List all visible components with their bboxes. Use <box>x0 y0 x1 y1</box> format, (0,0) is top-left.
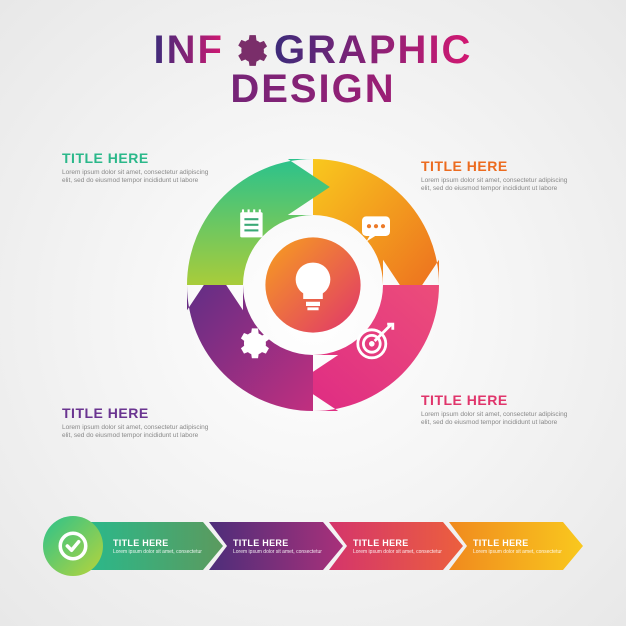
callout-title: TITLE HERE <box>62 150 212 166</box>
title-word-1: INF <box>154 28 224 73</box>
callout-bottom-left: TITLE HERE Lorem ipsum dolor sit amet, c… <box>62 405 212 441</box>
callout-title: TITLE HERE <box>421 158 571 174</box>
check-circle-icon <box>56 529 90 563</box>
callout-title: TITLE HERE <box>62 405 212 421</box>
callout-body: Lorem ipsum dolor sit amet, consectetur … <box>421 177 571 194</box>
callout-bottom-right: TITLE HERE Lorem ipsum dolor sit amet, c… <box>421 392 571 428</box>
callout-body: Lorem ipsum dolor sit amet, consectetur … <box>421 411 571 428</box>
timeline-body: Lorem ipsum dolor sit amet, consectetur <box>353 549 463 555</box>
notepad-icon <box>240 209 262 237</box>
timeline-body: Lorem ipsum dolor sit amet, consectetur <box>113 549 223 555</box>
callout-top-right: TITLE HERE Lorem ipsum dolor sit amet, c… <box>421 158 571 194</box>
timeline-start-circle <box>43 516 103 576</box>
timeline-body: Lorem ipsum dolor sit amet, consectetur <box>233 549 343 555</box>
timeline-title: TITLE HERE <box>353 538 463 548</box>
timeline-step-1: TITLE HERE Lorem ipsum dolor sit amet, c… <box>89 522 223 570</box>
timeline-title: TITLE HERE <box>473 538 583 548</box>
callout-body: Lorem ipsum dolor sit amet, consectetur … <box>62 424 212 441</box>
timeline-body: Lorem ipsum dolor sit amet, consectetur <box>473 549 583 555</box>
timeline-step-3: TITLE HERE Lorem ipsum dolor sit amet, c… <box>329 522 463 570</box>
timeline-title: TITLE HERE <box>233 538 343 548</box>
callout-body: Lorem ipsum dolor sit amet, consectetur … <box>62 169 212 186</box>
timeline-title: TITLE HERE <box>113 538 223 548</box>
cycle-diagram <box>173 145 453 425</box>
timeline: TITLE HERE Lorem ipsum dolor sit amet, c… <box>43 516 583 576</box>
timeline-step-2: TITLE HERE Lorem ipsum dolor sit amet, c… <box>209 522 343 570</box>
header: INF GRAPHIC DESIGN <box>0 0 626 112</box>
cycle-svg <box>173 145 453 425</box>
callout-top-left: TITLE HERE Lorem ipsum dolor sit amet, c… <box>62 150 212 186</box>
title-line-2: DESIGN <box>0 67 626 112</box>
timeline-step-4: TITLE HERE Lorem ipsum dolor sit amet, c… <box>449 522 583 570</box>
gear-icon <box>230 32 268 70</box>
callout-title: TITLE HERE <box>421 392 571 408</box>
